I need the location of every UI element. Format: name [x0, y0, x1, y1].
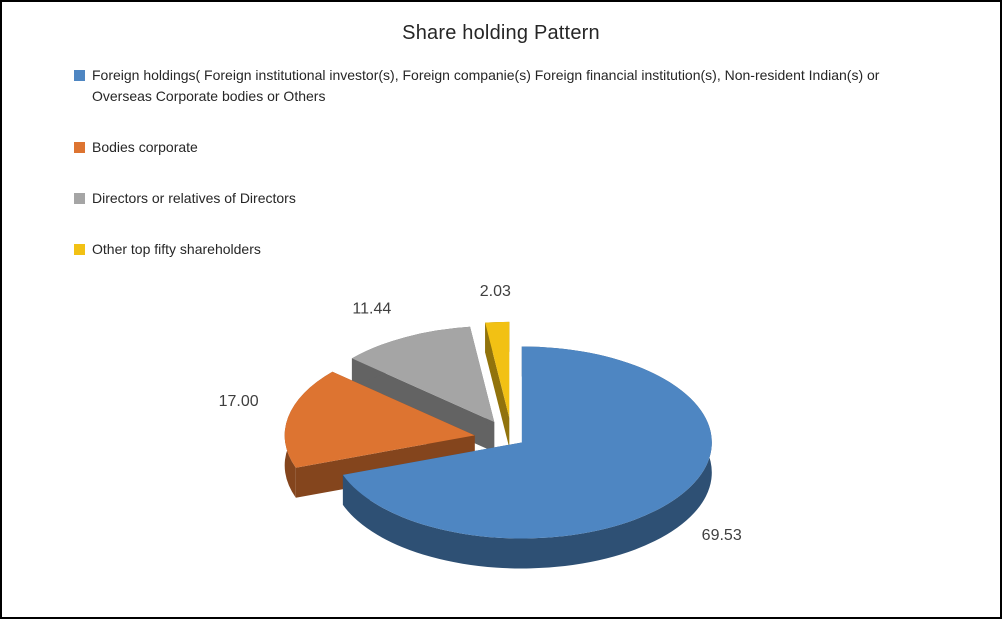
chart-title: Share holding Pattern	[402, 22, 600, 44]
legend-item-label: Directors or relatives of Directors	[92, 190, 296, 206]
legend-swatch	[74, 142, 85, 153]
pie-slice-wall	[295, 435, 475, 498]
legend-swatch	[74, 244, 85, 255]
legend-swatch	[74, 193, 85, 204]
legend-item-label: Foreign holdings( Foreign institutional …	[92, 67, 880, 104]
legend-item-label: Bodies corporate	[92, 139, 198, 155]
pie-slice	[284, 371, 475, 468]
legend-item: Foreign holdings( Foreign institutional …	[74, 65, 940, 107]
slice-value-label: 2.03	[480, 283, 511, 300]
slice-value-label: 69.53	[702, 527, 742, 544]
pie-slice-wall	[485, 322, 510, 448]
pie-chart-svg: 69.53 17.00 11.44 2.03	[219, 283, 742, 569]
legend-item: Other top fifty shareholders	[74, 239, 940, 260]
slice-value-label: 17.00	[219, 393, 259, 410]
legend-item: Directors or relatives of Directors	[74, 188, 940, 209]
legend: Foreign holdings( Foreign institutional …	[74, 65, 940, 260]
legend-swatch	[74, 70, 85, 81]
pie-slice	[351, 326, 495, 423]
pie-slice	[485, 321, 510, 418]
legend-item: Bodies corporate	[74, 137, 940, 158]
pie-slice	[342, 346, 712, 539]
slice-value-label: 11.44	[352, 300, 391, 317]
legend-item-label: Other top fifty shareholders	[92, 241, 261, 257]
